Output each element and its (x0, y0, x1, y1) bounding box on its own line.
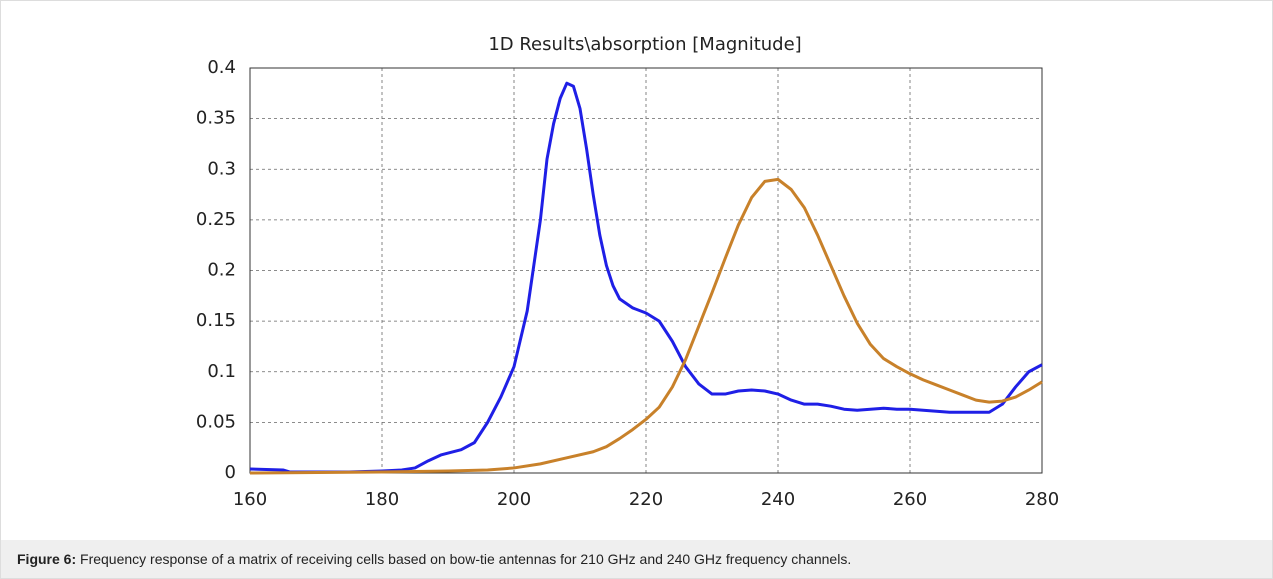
y-tick-label: 0.1 (207, 361, 236, 382)
caption: Figure 6: Frequency response of a matrix… (17, 551, 851, 567)
x-tick-label: 220 (629, 489, 663, 510)
y-tick-label: 0.35 (196, 108, 236, 129)
x-tick-label: 160 (233, 489, 267, 510)
y-tick-label: 0.2 (207, 260, 236, 281)
line-series (249, 177, 1043, 475)
y-tick-label: 0.4 (207, 57, 236, 78)
y-tick-label: 0.3 (207, 158, 236, 179)
plot-border (249, 67, 1043, 474)
y-tick-label: 0.05 (196, 411, 236, 432)
x-tick-label: 280 (1025, 489, 1059, 510)
x-tick-label: 260 (893, 489, 927, 510)
y-tick-label: 0 (225, 462, 236, 483)
chart-title: 1D Results\absorption [Magnitude] (488, 34, 801, 55)
caption-band (1, 540, 1272, 578)
y-tick-label: 0.25 (196, 209, 236, 230)
y-tick-label: 0.15 (196, 310, 236, 331)
caption-text: Frequency response of a matrix of receiv… (80, 551, 851, 567)
line-series (249, 81, 1043, 474)
x-tick-label: 240 (761, 489, 795, 510)
x-tick-label: 200 (497, 489, 531, 510)
x-tick-label: 180 (365, 489, 399, 510)
caption-label: Figure 6: (17, 551, 76, 567)
